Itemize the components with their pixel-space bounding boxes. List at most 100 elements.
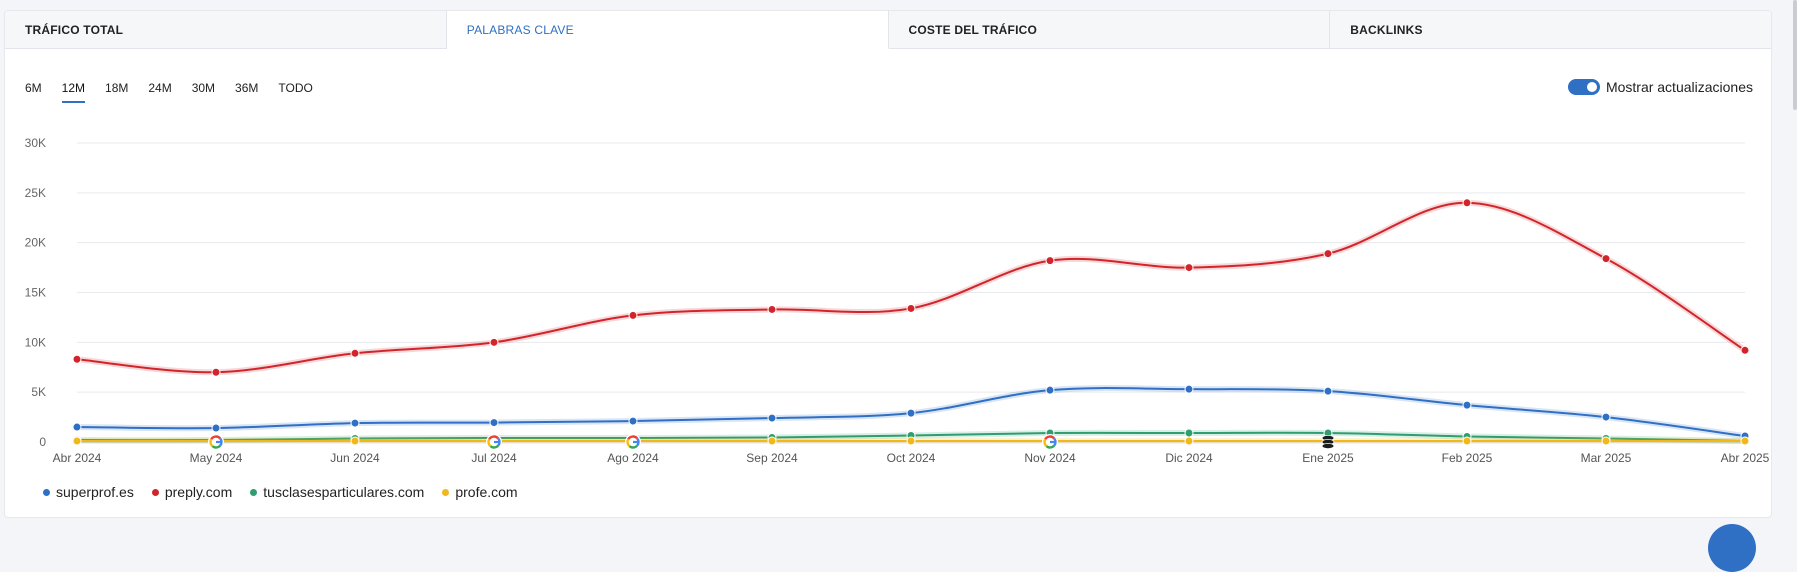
range-6m[interactable]: 6M xyxy=(25,81,42,95)
google-icon-arc xyxy=(1045,444,1056,449)
data-point xyxy=(906,436,916,446)
data-point xyxy=(1323,386,1333,396)
data-point xyxy=(628,416,638,426)
legend-dot xyxy=(442,488,450,496)
google-icon[interactable] xyxy=(486,434,502,450)
google-icon-arc xyxy=(488,435,500,440)
data-point xyxy=(906,408,916,418)
series-line-glow xyxy=(76,199,1747,376)
data-point xyxy=(1601,436,1611,446)
legend-label: profe.com xyxy=(455,484,518,500)
x-tick-label: Oct 2024 xyxy=(887,451,936,465)
data-point xyxy=(628,310,638,320)
range-30m[interactable]: 30M xyxy=(191,81,216,95)
period-selector: 6M 12M 18M 24M 30M 36M TODO xyxy=(25,81,333,103)
x-tick-label: Nov 2024 xyxy=(1024,451,1076,465)
data-point xyxy=(1462,400,1472,410)
data-point xyxy=(767,436,777,446)
range-24m[interactable]: 24M xyxy=(148,81,172,95)
google-icon-arc xyxy=(209,438,214,448)
data-point xyxy=(767,304,777,314)
data-point xyxy=(1740,436,1750,446)
x-tick-label: Dic 2024 xyxy=(1165,451,1213,465)
range-18m[interactable]: 18M xyxy=(105,81,129,95)
legend-dot xyxy=(250,488,258,496)
legend-label: tusclasesparticulares.com xyxy=(263,484,425,500)
x-tick-label: May 2024 xyxy=(190,451,243,465)
data-point xyxy=(350,418,360,428)
y-tick-label: 5K xyxy=(31,385,46,399)
data-point xyxy=(1462,198,1472,208)
data-point xyxy=(211,367,221,377)
floating-action-button[interactable] xyxy=(1708,524,1756,572)
google-icon-arc xyxy=(627,435,639,440)
y-tick-label: 20K xyxy=(25,236,46,250)
x-tick-label: Ago 2024 xyxy=(607,451,659,465)
x-tick-label: Abr 2025 xyxy=(1721,451,1770,465)
data-point xyxy=(906,303,916,313)
y-tick-label: 15K xyxy=(25,286,46,300)
legend-dot xyxy=(151,488,159,496)
data-point xyxy=(72,436,82,446)
tab-trafico-total[interactable]: TRÁFICO TOTAL xyxy=(5,11,447,49)
data-point xyxy=(350,348,360,358)
chart-legend: superprof.es preply.com tusclasesparticu… xyxy=(43,484,518,500)
y-tick-label: 0 xyxy=(39,435,46,449)
legend-dot xyxy=(43,488,50,496)
show-updates-toggle[interactable] xyxy=(1567,79,1600,95)
google-icon-arc xyxy=(210,435,222,440)
tab-palabras-clave[interactable]: PALABRAS CLAVE xyxy=(446,11,889,49)
legend-item-superprof[interactable]: superprof.es xyxy=(43,484,134,500)
data-point xyxy=(211,423,221,433)
y-tick-label: 30K xyxy=(25,136,46,150)
data-point xyxy=(72,422,82,432)
x-tick-label: Ene 2025 xyxy=(1302,451,1354,465)
x-tick-label: Sep 2024 xyxy=(746,451,798,465)
page-scrollbar[interactable] xyxy=(1791,0,1797,533)
data-point xyxy=(489,418,499,428)
range-12m[interactable]: 12M xyxy=(61,81,86,103)
toggle-knob xyxy=(1586,82,1597,92)
scrollbar-thumb[interactable] xyxy=(1793,0,1797,110)
data-point xyxy=(1184,384,1194,394)
x-tick-label: Feb 2025 xyxy=(1442,451,1493,465)
legend-label: superprof.es xyxy=(56,484,134,500)
y-tick-label: 10K xyxy=(25,335,46,349)
database-icon[interactable] xyxy=(1321,434,1335,449)
range-todo[interactable]: TODO xyxy=(278,81,313,95)
keywords-chart-card: TRÁFICO TOTAL PALABRAS CLAVE COSTE DEL T… xyxy=(4,10,1772,518)
y-tick-label: 25K xyxy=(25,186,46,200)
data-point xyxy=(489,337,499,347)
range-36m[interactable]: 36M xyxy=(235,81,259,95)
google-icon-arc xyxy=(211,444,222,449)
updates-toggle-wrap: Mostrar actualizaciones xyxy=(1567,79,1753,95)
google-icon-arc xyxy=(487,438,492,448)
data-point xyxy=(1323,249,1333,259)
google-icon[interactable] xyxy=(208,434,224,450)
x-tick-label: Mar 2025 xyxy=(1581,451,1632,465)
show-updates-label: Mostrar actualizaciones xyxy=(1605,79,1753,95)
x-tick-label: Jun 2024 xyxy=(330,451,380,465)
data-point xyxy=(1045,256,1055,266)
google-icon-arc xyxy=(1043,438,1048,448)
series-line xyxy=(76,201,1746,374)
google-icon-arc xyxy=(1044,435,1056,441)
data-point xyxy=(767,413,777,423)
x-tick-label: Abr 2024 xyxy=(53,451,102,465)
data-point xyxy=(1601,412,1611,422)
google-icon[interactable] xyxy=(1042,434,1058,450)
legend-item-preply[interactable]: preply.com xyxy=(151,484,232,500)
google-icon[interactable] xyxy=(625,434,641,450)
legend-item-profe[interactable]: profe.com xyxy=(442,484,518,500)
data-point xyxy=(350,436,360,446)
legend-item-tusclases[interactable]: tusclasesparticulares.com xyxy=(250,484,424,500)
google-icon-arc xyxy=(626,438,631,448)
tab-backlinks[interactable]: BACKLINKS xyxy=(1330,11,1771,49)
data-point xyxy=(1184,436,1194,446)
x-tick-label: Jul 2024 xyxy=(471,451,517,465)
data-point xyxy=(1462,436,1472,446)
google-icon-arc xyxy=(489,444,500,449)
keywords-line-chart: 0 5K 10K 15K 20K 25K 30K Abr 2024 May 2024 Jun 20… xyxy=(25,136,1770,465)
data-point xyxy=(1045,385,1055,395)
tab-coste-trafico[interactable]: COSTE DEL TRÁFICO xyxy=(888,11,1331,49)
